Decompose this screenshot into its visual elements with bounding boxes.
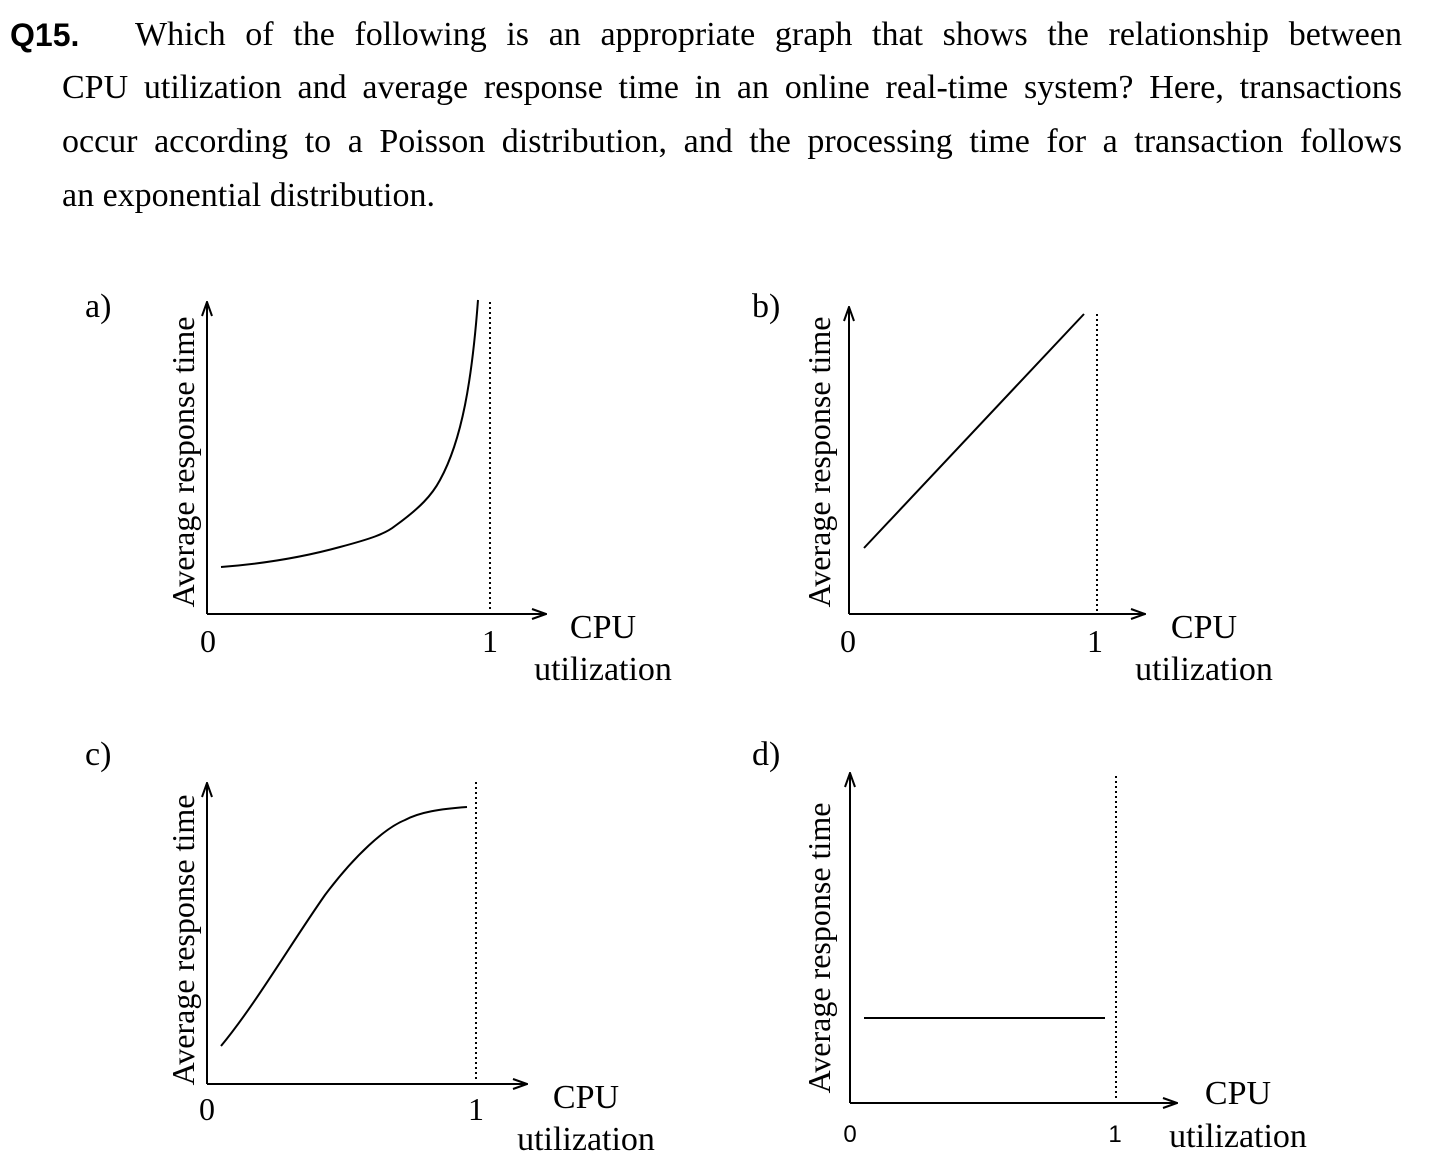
question-line-3: occur according to a Poisson distributio… xyxy=(62,123,1402,160)
x-tick-1-b: 1 xyxy=(1087,623,1103,659)
x-tick-0-a: 0 xyxy=(200,623,216,659)
x-axis-label-line1-d: CPU xyxy=(1205,1075,1271,1112)
option-label-d: d) xyxy=(752,736,780,773)
x-axis-label-line1-b: CPU xyxy=(1171,609,1237,646)
curve-b xyxy=(863,313,1085,549)
x-axis-label-line2-a: utilization xyxy=(534,651,672,688)
graph-c: c) Average response time 0 1 CPU utiliza… xyxy=(85,736,655,1158)
x-axis-label-line2-c: utilization xyxy=(517,1121,655,1158)
question-line-2: CPU utilization and average response tim… xyxy=(62,69,1402,106)
y-axis-label-d: Average response time xyxy=(801,803,837,1094)
x-tick-0-b: 0 xyxy=(840,623,856,659)
graph-b: b) Average response time 0 1 CPU utiliza… xyxy=(752,288,1273,688)
curve-a xyxy=(220,299,479,568)
graph-a: a) Average response time 0 1 CPU utiliza… xyxy=(85,288,672,688)
option-label-a: a) xyxy=(85,288,111,325)
x-axis-label-line2-b: utilization xyxy=(1135,651,1273,688)
x-tick-1-d: 1 xyxy=(1108,1121,1121,1148)
option-label-b: b) xyxy=(752,288,780,325)
question-line-1: Which of the following is an appropriate… xyxy=(135,16,1402,53)
x-tick-0-d: 0 xyxy=(843,1121,856,1148)
x-tick-1-a: 1 xyxy=(482,623,498,659)
x-axis-label-line1-a: CPU xyxy=(570,609,636,646)
x-tick-1-c: 1 xyxy=(468,1091,484,1127)
y-axis-label-c: Average response time xyxy=(165,795,201,1086)
x-tick-0-c: 0 xyxy=(199,1091,215,1127)
graph-d: d) Average response time 0 1 CPU utiliza… xyxy=(752,736,1307,1155)
curve-c xyxy=(220,806,468,1047)
x-axis-label-line1-c: CPU xyxy=(553,1079,619,1116)
y-axis-label-b: Average response time xyxy=(801,317,837,608)
question-line-4: an exponential distribution. xyxy=(62,177,435,214)
question-number: Q15. xyxy=(10,17,80,53)
y-axis-label-a: Average response time xyxy=(165,317,201,608)
option-label-c: c) xyxy=(85,736,111,773)
x-axis-label-line2-d: utilization xyxy=(1169,1118,1307,1155)
